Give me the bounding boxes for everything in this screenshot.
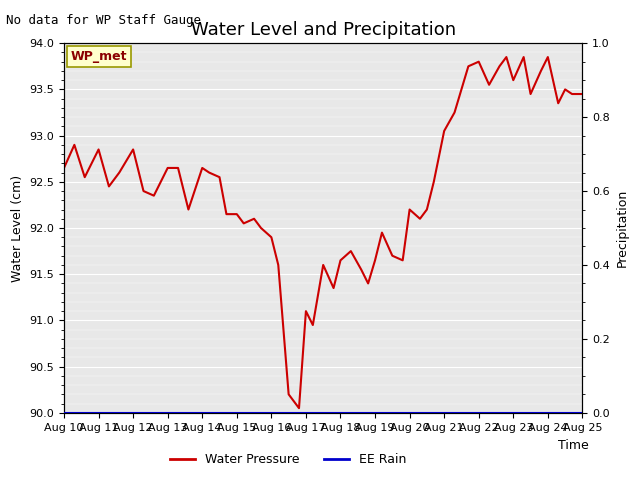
Y-axis label: Water Level (cm): Water Level (cm) <box>11 174 24 282</box>
Y-axis label: Precipitation: Precipitation <box>616 189 628 267</box>
Legend: Water Pressure, EE Rain: Water Pressure, EE Rain <box>164 448 412 471</box>
Title: Water Level and Precipitation: Water Level and Precipitation <box>191 21 456 39</box>
Text: No data for WP Staff Gauge: No data for WP Staff Gauge <box>6 14 202 27</box>
Text: WP_met: WP_met <box>71 50 127 63</box>
Text: Time: Time <box>558 439 589 452</box>
